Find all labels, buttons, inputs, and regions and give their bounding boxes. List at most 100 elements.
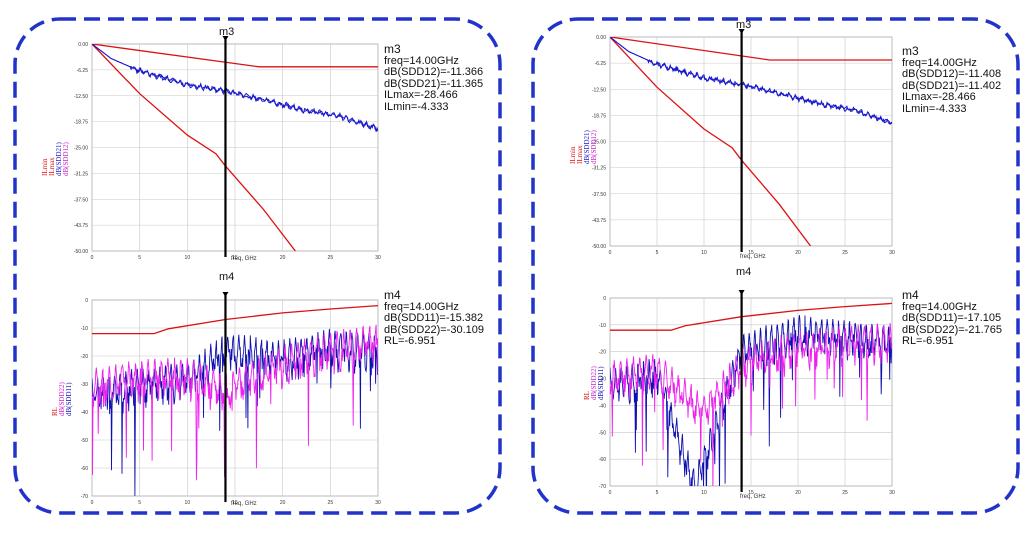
- series-db-sdd12-: [610, 37, 892, 124]
- right-rl-xlabel: freq, GHz: [740, 494, 766, 500]
- marker-sdd22: dB(SDD22)=-21.765: [902, 323, 1002, 336]
- y-tick-label: -31.25: [74, 171, 88, 177]
- x-tick-label: 25: [328, 500, 334, 506]
- x-tick-label: 15: [232, 255, 238, 261]
- x-tick-label: 10: [701, 490, 707, 496]
- marker-sdd11: dB(SDD11)=-15.382: [384, 312, 484, 324]
- right-panel: m3 0 5 10 15 20 25 30 0.00 -6.25 -12.50 -18.75 -25.…: [530, 16, 1021, 516]
- series-db-sdd12-: [92, 44, 378, 133]
- y-tick-label: -70: [599, 484, 606, 490]
- x-tick-label: 30: [375, 255, 381, 261]
- marker-name: m3: [902, 44, 919, 58]
- marker-sdd12: dB(SDD12)=-11.366: [384, 66, 484, 78]
- right-rl-marker-readout: m4 freq=14.00GHz dB(SDD11)=-17.105 dB(SD…: [902, 288, 1002, 348]
- y-tick-label: -30: [599, 377, 606, 383]
- x-tick-label: 0: [609, 250, 612, 256]
- left-il-ylabels: ILmin ILmax dB(SDD21) dB(SDD12): [41, 142, 70, 176]
- y-tick-label: -18.75: [592, 113, 606, 119]
- y-tick-label: -37.50: [592, 192, 606, 198]
- y-tick-label: -60: [599, 457, 606, 463]
- left-il-xlabel: freq, GHz: [231, 256, 257, 262]
- x-tick-label: 20: [280, 500, 286, 506]
- x-tick-label: 25: [842, 250, 848, 256]
- marker-ilmax: ILmax=-28.466: [384, 89, 458, 101]
- y-tick-label: -37.50: [74, 197, 88, 203]
- y-tick-label: 0.00: [596, 35, 606, 41]
- marker-triangle-m3: [222, 36, 229, 41]
- y-tick-label: 0: [603, 296, 606, 302]
- x-tick-label: 30: [375, 500, 381, 506]
- marker-ilmax: ILmax=-28.466: [902, 91, 976, 103]
- x-tick-label: 20: [795, 250, 801, 256]
- y-tick-label: -30: [81, 382, 88, 388]
- x-tick-label: 5: [656, 490, 659, 496]
- y-tick-label: -31.25: [592, 166, 606, 172]
- y-tick-label: -6.25: [595, 61, 607, 67]
- series-db-sdd11-: [610, 314, 892, 486]
- y-tick-label: -40: [599, 403, 606, 409]
- left-rl-ylabels: RL dB(SDD22) dB(SDD11): [51, 382, 73, 416]
- x-tick-label: 10: [185, 255, 191, 261]
- series-group: [92, 44, 378, 251]
- y-tick-label: -20: [81, 354, 88, 360]
- x-tick-label: 30: [889, 250, 895, 256]
- ylabel-sdd11: dB(SDD11): [597, 366, 605, 400]
- left-il-marker-readout: m3 freq=14.00GHz dB(SDD12)=-11.366 dB(SD…: [384, 43, 484, 113]
- y-tick-label: -50: [81, 438, 88, 444]
- right-rl-ylabels: RL dB(SDD22) dB(SDD11): [583, 366, 605, 400]
- x-tick-label: 10: [701, 250, 707, 256]
- x-tick-label: 10: [185, 500, 191, 506]
- marker-freq: freq=14.00GHz: [384, 300, 459, 313]
- y-tick-label: -43.75: [74, 223, 88, 229]
- x-tick-label: 20: [280, 255, 286, 261]
- left-il-plot: m3 0 5 10 15 20 25 30 0.00 -6.25 -12.50 -18.75 -25.…: [12, 16, 503, 266]
- marker-rl: RL=-6.951: [902, 335, 954, 347]
- grid: [609, 36, 893, 247]
- marker-triangle-m4: [222, 292, 229, 297]
- marker-freq: freq=14.00GHz: [902, 300, 977, 313]
- left-rl-marker-top-label: m4: [219, 271, 235, 283]
- marker-name: m4: [384, 288, 401, 302]
- y-tick-label: -70: [81, 494, 88, 500]
- y-tick-label: -25.00: [74, 146, 88, 152]
- right-rl-plot: m4 0 5 10 15 20 25 30 0 -10 -20 -30 -40 -50 -60 -70 RL…: [530, 266, 1021, 516]
- y-tick-label: -12.50: [592, 87, 606, 93]
- x-tick-label: 20: [795, 490, 801, 496]
- grid: [91, 43, 379, 252]
- series-ilmax: [610, 37, 812, 246]
- marker-name: m4: [902, 288, 919, 302]
- x-tick-label: 5: [656, 250, 659, 256]
- marker-freq: freq=14.00GHz: [902, 56, 977, 69]
- x-tick-label: 30: [889, 490, 895, 496]
- x-tick-label: 15: [748, 250, 754, 256]
- x-tick-label: 15: [232, 500, 238, 506]
- x-tick-label: 0: [609, 490, 612, 496]
- series-db-sdd22-: [610, 323, 892, 486]
- y-tick-label: -25.00: [592, 140, 606, 146]
- ylabel-sdd11: dB(SDD11): [65, 382, 73, 416]
- x-tick-label: 0: [91, 255, 94, 261]
- y-tick-label: -60: [81, 466, 88, 472]
- left-panel-frame: [13, 17, 502, 515]
- y-tick-label: -12.50: [74, 94, 88, 100]
- series-db-sdd22-: [92, 324, 378, 481]
- x-tick-label: 25: [842, 490, 848, 496]
- y-tick-label: -6.25: [77, 68, 89, 74]
- y-tick-label: -43.75: [592, 218, 606, 224]
- y-tick-label: 0: [85, 298, 88, 304]
- series-ilmax: [92, 44, 297, 251]
- marker-sdd12: dB(SDD12)=-11.408: [902, 68, 1002, 80]
- ylabel-sdd12: dB(SDD12): [62, 142, 70, 176]
- marker-freq: freq=14.00GHz: [384, 54, 459, 67]
- right-il-marker-top-label: m3: [736, 19, 752, 31]
- marker-sdd21: dB(SDD21)=-11.365: [384, 77, 484, 90]
- marker-ilmin: ILmin=-4.333: [902, 102, 967, 115]
- x-tick-label: 25: [328, 255, 334, 261]
- left-il-chart: 0 5 10 15 20 25 30 0.00 -6.25 -12.50 -18.75 -25.00 -…: [74, 36, 381, 261]
- y-tick-label: -40: [81, 410, 88, 416]
- marker-sdd22: dB(SDD22)=-30.109: [384, 323, 484, 336]
- y-tick-label: -10: [81, 326, 88, 332]
- y-tick-label: -50.00: [74, 249, 88, 255]
- right-panel-frame: [531, 17, 1020, 515]
- left-il-marker-top-label: m3: [219, 26, 235, 38]
